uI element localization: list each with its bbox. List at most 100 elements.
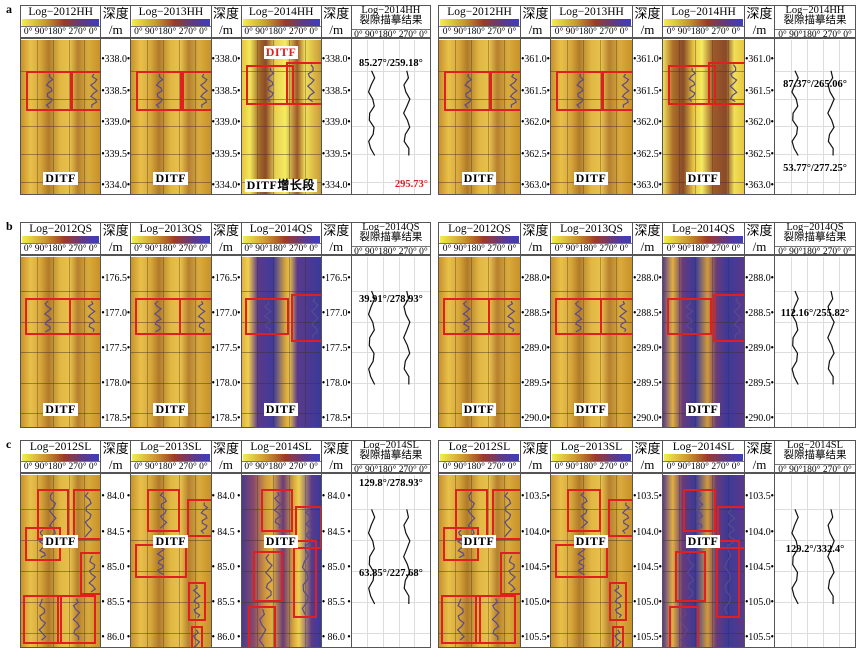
ditf-highlight-box: [294, 505, 321, 549]
grid-line: [351, 602, 430, 604]
image-log-track: Log−2012HH 0° 90°180° 270° 0° DITF: [439, 6, 521, 194]
grid-line: [551, 571, 632, 573]
grid-line: [695, 40, 697, 194]
color-scale-bar: [552, 454, 631, 461]
fracture-trace: [551, 475, 632, 647]
ditf-highlight-box: [708, 61, 744, 105]
depth-scale: 176.5 177.0 177.5 178.0 178.5: [101, 257, 130, 427]
fracture-trace: [551, 475, 632, 647]
result-header: Log−2014HH 裂隙描摹结果 0° 90°180° 270° 0°: [351, 5, 430, 40]
grid-line: [289, 475, 291, 647]
grid-line: [178, 475, 180, 647]
dip-annotation: 87.37°/265.06°: [783, 78, 847, 90]
depth-unit: /m: [640, 239, 655, 254]
grid-line: [775, 509, 855, 511]
ditf-label: DITF: [461, 402, 497, 417]
depth-header: 深度/m: [745, 223, 774, 256]
grid-line: [663, 70, 744, 72]
ditf-label: DITF: [43, 534, 78, 549]
ditf-highlight-box: [290, 294, 321, 342]
depth-tick: 361.5: [745, 86, 774, 97]
ditf-highlight-box: [567, 488, 602, 532]
ditf-highlight-box: [713, 294, 744, 342]
depth-unit: /m: [219, 22, 233, 37]
image-log: DITF: [551, 257, 632, 427]
grid-line: [679, 40, 681, 194]
azimuth-scale: 0° 90°180° 270° 0°: [775, 29, 855, 41]
ditf-highlight-box: [717, 505, 744, 549]
fracture-trace-plot: 87.37°/265.06° 53.77°/277.25°: [775, 40, 855, 194]
azimuth-scale: 0° 90°180° 270° 0°: [663, 461, 744, 473]
depth-unit: /m: [528, 457, 543, 472]
fracture-result-track: Log−2014QS 裂隙描摹结果 0° 90°180° 270° 0° 39.91°…: [351, 222, 430, 427]
ditf-highlight-box: [188, 581, 206, 622]
ditf-highlight-box: [285, 61, 321, 105]
fracture-trace: [551, 40, 632, 194]
track-title: Log−2013HH: [559, 6, 624, 18]
grid-line: [194, 257, 196, 427]
azimuth-scale: 0° 90°180° 270° 0°: [775, 246, 855, 258]
depth-title: 深度: [323, 223, 350, 238]
grid-line: [241, 291, 321, 292]
fracture-trace: [663, 40, 744, 194]
depth-tick: 85.0: [212, 562, 241, 573]
color-scale-bar: [440, 236, 519, 243]
grid-line: [567, 40, 569, 194]
grid-line: [21, 321, 101, 323]
grid-line: [257, 257, 259, 427]
depth-tick: 104.5: [633, 562, 662, 573]
fracture-trace: [242, 40, 321, 194]
depth-header: 深度/m: [745, 6, 774, 39]
grid-line: [351, 509, 430, 511]
color-scale-bar: [552, 19, 631, 26]
grid-line: [84, 475, 86, 647]
depth-title: 深度: [102, 441, 129, 456]
result-header: Log−2014QS 裂隙描摹结果 0° 90°180° 270° 0°: [775, 222, 855, 258]
grid-line: [21, 291, 101, 292]
image-log-track: Log−2014HH 0° 90°180° 270° 0° DITF: [663, 6, 745, 194]
depth-unit: /m: [640, 22, 655, 37]
ditf-growth-label: DITF增长段: [244, 177, 317, 192]
track-header: Log−2013QS 0° 90°180° 270° 0°: [551, 223, 632, 256]
grid-line: [503, 40, 505, 194]
grid-line: [439, 321, 520, 323]
grid-line: [21, 382, 101, 384]
grid-line: [21, 509, 101, 511]
result-title: Log−2014SL: [362, 440, 419, 451]
depth-tick: 289.5: [521, 378, 550, 389]
fracture-trace: [663, 475, 744, 647]
track-title: Log−2014HH: [248, 6, 314, 18]
grid-line: [131, 571, 211, 573]
depth-header: 深度/m: [101, 6, 131, 39]
depth-tick: 361.5: [521, 86, 550, 97]
depth-tick: 103.5: [521, 492, 550, 503]
ditf-highlight-box: [440, 595, 482, 644]
depth-scale: 361.0 361.5 362.0 362.5 363.0: [633, 40, 662, 194]
ditf-highlight-box: [253, 550, 284, 603]
fracture-result-track: Log−2014SL 裂隙描摹结果 0° 90°180° 270° 0° 129.2°…: [775, 440, 855, 647]
grid-line: [241, 633, 321, 635]
grid-line: [807, 257, 808, 427]
fracture-trace: [352, 40, 430, 194]
ditf-highlight-box: [667, 297, 712, 336]
grid-line: [52, 40, 54, 194]
grid-line: [599, 475, 601, 647]
depth-track: 深度/m 361.0 361.5 362.0 362.5 363.0: [633, 6, 663, 194]
fracture-trace: [242, 475, 321, 647]
azimuth-scale: 0° 90°180° 270° 0°: [241, 26, 321, 38]
depth-track: 深度/m 338.0 338.5 339.0 339.5 334.0: [321, 6, 352, 194]
depth-track: 深度/m 176.5 177.0 177.5 178.0 178.5: [321, 223, 352, 427]
color-scale-bar: [664, 236, 743, 243]
grid-line: [775, 153, 855, 155]
depth-header: 深度/m: [633, 6, 662, 39]
image-log: DITF: [663, 475, 744, 647]
depth-tick: 289.0: [521, 343, 550, 354]
depth-tick: 85.5: [322, 598, 351, 609]
depth-header: 深度/m: [101, 223, 131, 256]
depth-track: 深度/m 84.0 84.5 85.0 85.5 86.0: [101, 441, 132, 647]
color-scale-bar: [440, 454, 519, 461]
depth-track: 深度/m 103.5 104.0 104.5 105.0 105.5: [745, 441, 775, 647]
image-log: DITF: [131, 257, 211, 427]
ditf-label: DITF: [263, 45, 299, 60]
dip-annotation: 85.27°/259.18°: [358, 58, 423, 70]
